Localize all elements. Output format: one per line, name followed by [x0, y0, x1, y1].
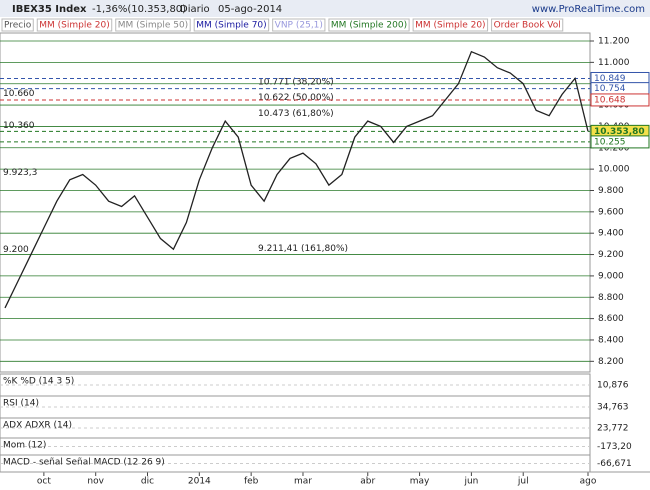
- y-tick-label: 9.600: [598, 207, 624, 217]
- x-tick-label: 2014: [188, 477, 211, 487]
- period: Diario: [180, 4, 210, 15]
- x-tick-label: feb: [244, 477, 259, 487]
- indicator-last: -173,20: [597, 442, 632, 452]
- date: 05-ago-2014: [218, 4, 282, 15]
- indicator-name: %K %D (14 3 5): [3, 377, 74, 387]
- level-label: 10.849: [594, 74, 626, 84]
- x-tick-label: nov: [87, 477, 104, 487]
- indicator-last: -66,671: [597, 459, 632, 469]
- y-tick-label: 8.600: [598, 314, 624, 324]
- annotation: 10.622 (50,00%): [258, 93, 334, 103]
- y-tick-label: 8.200: [598, 357, 624, 367]
- change: -1,36%(10.353,80): [92, 4, 186, 15]
- y-tick-label: 9.200: [598, 250, 624, 260]
- legend-entry: MM (Simple 200): [331, 21, 407, 31]
- annotation: 10.771 (38,20%): [258, 77, 334, 87]
- legend-entry: VNP (25,1): [275, 21, 323, 31]
- legend-entry: MM (Simple 50): [118, 21, 188, 31]
- indicator-last: 23,772: [597, 424, 629, 434]
- legend-box: [491, 18, 564, 32]
- legend-box: [272, 18, 326, 32]
- annotation: 10.360: [3, 121, 35, 131]
- legend-box: [412, 18, 489, 32]
- annotation: 10.660: [3, 89, 35, 99]
- legend-entry: MM (Simple 20): [39, 21, 109, 31]
- y-tick-label: 10.000: [598, 165, 630, 175]
- x-tick-label: mar: [294, 477, 312, 487]
- price-line: [4, 50, 589, 309]
- y-tick-label: 9.000: [598, 271, 624, 281]
- indicator-name: MACD - señal Señal MACD (12 26 9): [3, 458, 165, 468]
- indicator-name: ADX ADXR (14): [3, 421, 72, 431]
- symbol: IBEX35 Index: [12, 4, 87, 15]
- main-frame: [0, 32, 591, 373]
- indicator-last: 34,763: [597, 403, 629, 413]
- x-tick-label: dic: [141, 477, 154, 487]
- legend-box: [328, 18, 410, 32]
- legend-box: [193, 18, 270, 32]
- x-tick-label: may: [410, 477, 430, 487]
- annotation: 10.473 (61,80%): [258, 109, 334, 119]
- indicator-last: 10,876: [597, 381, 629, 391]
- indicator-name: Mom (12): [3, 441, 46, 451]
- legend-entry: Precio: [4, 21, 32, 31]
- level-label: 10.754: [594, 84, 626, 94]
- y-tick-label: 8.800: [598, 293, 624, 303]
- level-tag: [590, 93, 650, 107]
- x-tick-label: ago: [580, 477, 597, 487]
- legend-box: [36, 18, 113, 32]
- legend-entry: MM (Simple 20): [415, 21, 485, 31]
- legend-box: [1, 18, 34, 32]
- y-tick-label: 11.200: [598, 37, 630, 47]
- x-tick-label: jun: [463, 477, 478, 487]
- legend-box: [115, 18, 191, 32]
- level-label: 10.648: [594, 95, 626, 105]
- y-tick-label: 9.800: [598, 186, 624, 196]
- level-label: 10.255: [594, 137, 626, 147]
- y-tick-label: 11.000: [598, 58, 630, 68]
- x-tick-label: abr: [360, 477, 375, 487]
- site: www.ProRealTime.com: [532, 4, 645, 15]
- legend-entry: Order Book Vol: [494, 21, 561, 31]
- y-tick-label: 8.400: [598, 335, 624, 345]
- annotation: 9.923,3: [3, 168, 37, 178]
- header-bar: [0, 0, 650, 17]
- annotation: 9.211,41 (161,80%): [258, 244, 348, 254]
- indicator-name: RSI (14): [3, 399, 39, 409]
- x-tick-label: oct: [37, 477, 51, 487]
- y-tick-label: 9.400: [598, 229, 624, 239]
- annotation: 9.200: [3, 245, 29, 255]
- level-label: 10.353,80: [594, 127, 645, 137]
- legend-entry: MM (Simple 70): [196, 21, 266, 31]
- level-tag: [590, 135, 650, 149]
- x-tick-label: jul: [517, 477, 529, 487]
